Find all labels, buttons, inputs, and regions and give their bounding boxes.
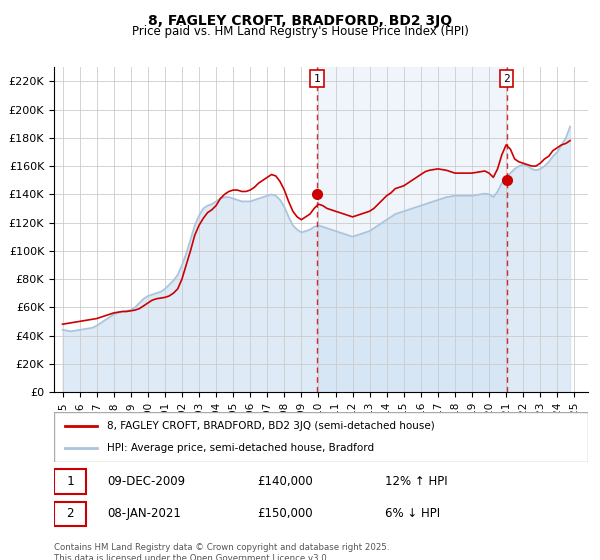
Text: £150,000: £150,000 xyxy=(257,507,313,520)
Text: 09-DEC-2009: 09-DEC-2009 xyxy=(107,475,185,488)
Text: 12% ↑ HPI: 12% ↑ HPI xyxy=(385,475,448,488)
Text: HPI: Average price, semi-detached house, Bradford: HPI: Average price, semi-detached house,… xyxy=(107,443,374,453)
Bar xyxy=(317,67,507,392)
Text: 8, FAGLEY CROFT, BRADFORD, BD2 3JQ: 8, FAGLEY CROFT, BRADFORD, BD2 3JQ xyxy=(148,14,452,28)
Text: 2: 2 xyxy=(66,507,74,520)
Text: 8, FAGLEY CROFT, BRADFORD, BD2 3JQ (semi-detached house): 8, FAGLEY CROFT, BRADFORD, BD2 3JQ (semi… xyxy=(107,421,435,431)
Text: Price paid vs. HM Land Registry's House Price Index (HPI): Price paid vs. HM Land Registry's House … xyxy=(131,25,469,38)
Text: Contains HM Land Registry data © Crown copyright and database right 2025.
This d: Contains HM Land Registry data © Crown c… xyxy=(54,543,389,560)
Text: £140,000: £140,000 xyxy=(257,475,313,488)
FancyBboxPatch shape xyxy=(54,469,86,494)
Text: 2: 2 xyxy=(503,74,510,83)
Text: 1: 1 xyxy=(66,475,74,488)
Text: 6% ↓ HPI: 6% ↓ HPI xyxy=(385,507,440,520)
FancyBboxPatch shape xyxy=(54,412,588,462)
Text: 1: 1 xyxy=(314,74,320,83)
Text: 08-JAN-2021: 08-JAN-2021 xyxy=(107,507,181,520)
FancyBboxPatch shape xyxy=(54,502,86,526)
